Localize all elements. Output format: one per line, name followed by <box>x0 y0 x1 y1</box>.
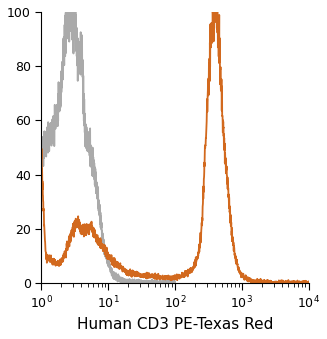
X-axis label: Human CD3 PE-Texas Red: Human CD3 PE-Texas Red <box>77 317 273 332</box>
